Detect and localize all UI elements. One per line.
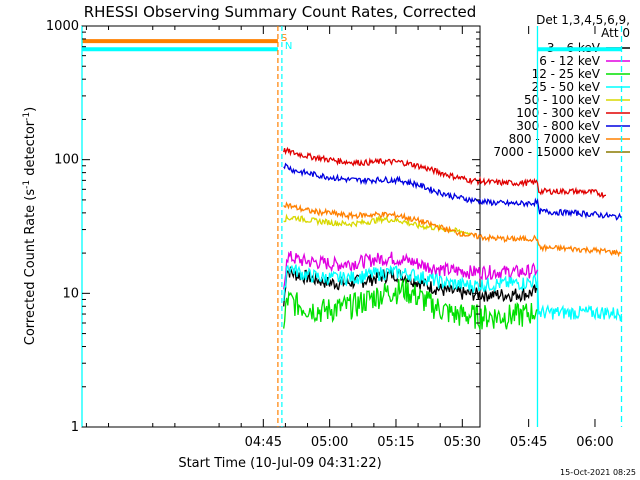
legend-entry-label: 300 - 800 keV [516,119,600,133]
x-tick-label: 05:30 [444,435,481,450]
x-tick-label: 04:45 [245,435,282,450]
y-axis-label-middle: detector [23,120,38,180]
x-axis-label: Start Time (10-Jul-09 04:31:22) [178,456,381,471]
y-axis-label: Corrected Count Rate (s-1 detector-1) [22,107,38,345]
y-axis-label-end: ) [23,107,38,112]
legend-entry-label: 800 - 7000 keV [509,132,601,146]
chart-title: RHESSI Observing Summary Count Rates, Co… [84,3,477,21]
y-tick-label: 100 [54,153,79,168]
x-tick-label: 06:00 [576,435,613,450]
series-line [283,264,623,322]
series-line [283,146,607,199]
x-tick-label: 05:15 [377,435,414,450]
y-axis-label-superscript-2: -1 [22,112,32,121]
series-line [283,201,622,258]
legend-entry-label: 12 - 25 keV [532,67,601,81]
y-axis-label-main: Corrected Count Rate (s [23,189,38,346]
series-line [283,213,472,236]
y-axis-label-superscript-1: -1 [22,180,32,189]
series-line [283,250,539,290]
timestamp: 15-Oct-2021 08:25 [560,468,636,477]
x-tick-label: 05:45 [510,435,547,450]
legend-entry-label: 50 - 100 keV [524,93,601,107]
legend-entry-label: 6 - 12 keV [539,54,601,68]
orbit-boundary-label: S [281,33,287,44]
legend-entry-label: 7000 - 15000 keV [493,145,600,159]
x-tick-label: 05:00 [311,435,348,450]
y-tick-label: 10 [62,286,79,301]
series-line [283,162,622,221]
legend-entry-label: 25 - 50 keV [532,80,601,94]
axes: 1 10 100 1000 04:45 05:00 05:15 05:30 05:45 06:00 [46,19,614,450]
y-tick-label: 1000 [46,19,79,34]
legend-header: Att 0 [601,26,630,40]
orbit-boundary-label: N [285,41,292,52]
y-tick-label: 1 [71,420,79,435]
legend: Det 1,3,4,5,6,9,Att 03 - 6 keV6 - 12 keV… [493,13,630,159]
legend-entry-label: 100 - 300 keV [516,106,600,120]
legend-header: Det 1,3,4,5,6,9, [536,13,630,27]
plot-area: SN [81,26,623,427]
series-line [283,278,538,330]
